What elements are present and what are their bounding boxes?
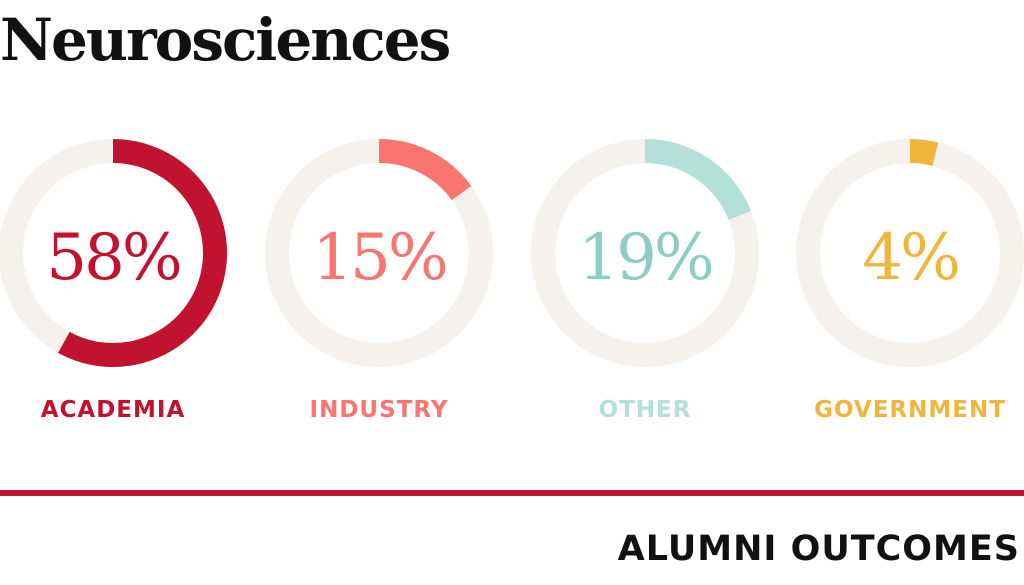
donut-government: 4% GOVERNMENT (796, 138, 1024, 423)
category-label-industry: INDUSTRY (310, 397, 449, 423)
value-label-academia: 58% (46, 221, 179, 295)
value-label-other: 19% (578, 221, 711, 295)
donut-arc-government (909, 138, 939, 166)
page-title: Neurosciences (0, 6, 451, 74)
donut-other: 19% OTHER (531, 139, 759, 423)
donut-arc-academia (58, 139, 227, 367)
donut-arc-industry (378, 139, 472, 201)
category-label-government: GOVERNMENT (814, 397, 1006, 423)
donut-industry: 15% INDUSTRY (265, 139, 493, 423)
value-label-industry: 15% (312, 221, 445, 295)
donut-arc-other (644, 139, 751, 221)
category-label-academia: ACADEMIA (41, 397, 186, 423)
donut-academia: 58% ACADEMIA (0, 139, 227, 423)
footer-caption: ALUMNI OUTCOMES (617, 529, 1020, 569)
divider-rule (0, 490, 1024, 496)
category-label-other: OTHER (599, 397, 692, 423)
donut-charts: 58% ACADEMIA 15% INDUSTRY 19% OTHER 4% GOVERNME… (0, 138, 1024, 423)
value-label-government: 4% (862, 221, 958, 295)
